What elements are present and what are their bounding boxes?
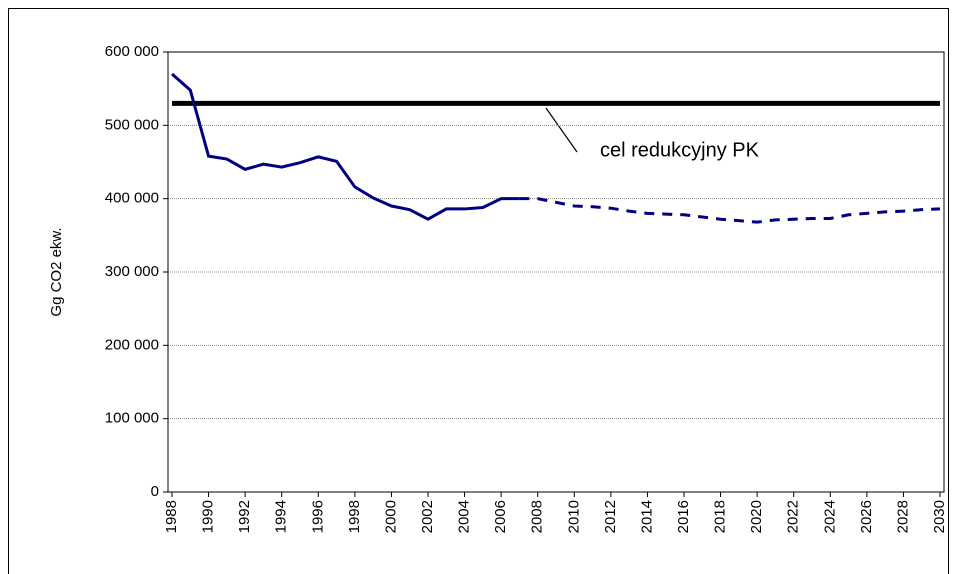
y-tick-label: 300 000 [105, 263, 159, 280]
x-tick-label: 2014 [638, 500, 655, 533]
x-tick-label: 1994 [273, 500, 290, 533]
x-tick-label: 2026 [858, 500, 875, 533]
x-tick-label: 1998 [346, 500, 363, 533]
series-line [519, 197, 941, 224]
plot-border [167, 51, 945, 493]
annotation: cel redukcyjny PK [600, 139, 760, 161]
y-tick-label: 0 [151, 483, 159, 500]
x-tick-label: 1988 [163, 500, 180, 533]
y-tick-label: 200 000 [105, 336, 159, 353]
chart-border [8, 8, 949, 574]
x-tick-label: 2016 [675, 500, 692, 533]
x-tick-label: 1992 [236, 500, 253, 533]
x-tick-label: 2006 [492, 500, 509, 533]
x-tick-label: 2020 [748, 500, 765, 533]
x-tick-label: 2002 [419, 500, 436, 533]
x-tick-label: 2028 [894, 500, 911, 533]
x-tick-label: 2022 [785, 500, 802, 533]
x-tick-label: 2018 [712, 500, 729, 533]
x-tick-label: 2008 [529, 500, 546, 533]
x-tick-label: 2000 [382, 500, 399, 533]
x-tick-label: 1996 [309, 500, 326, 533]
x-tick-label: 2010 [565, 500, 582, 533]
y-tick-label: 600 000 [105, 43, 159, 60]
y-tick-label: 100 000 [105, 410, 159, 427]
x-tick-label: 2030 [931, 500, 948, 533]
x-tick-label: 1990 [200, 500, 217, 533]
y-tick-label: 500 000 [105, 116, 159, 133]
annotation-pointer [545, 107, 578, 153]
series-line [171, 72, 520, 221]
y-axis-label: Gg CO2 ekw. [48, 227, 65, 316]
x-tick-label: 2004 [456, 500, 473, 533]
x-tick-label: 2024 [821, 500, 838, 533]
x-tick-label: 2012 [602, 500, 619, 533]
y-tick-label: 400 000 [105, 190, 159, 207]
